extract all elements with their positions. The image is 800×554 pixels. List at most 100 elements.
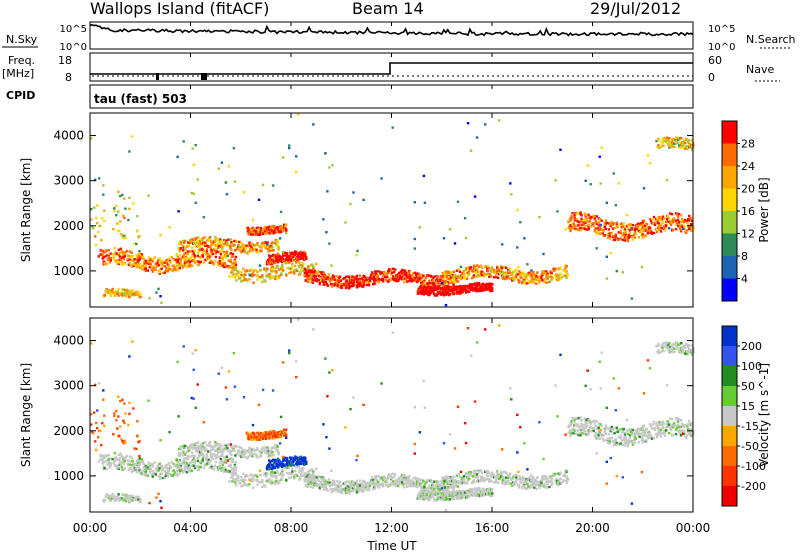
power-cell [151, 258, 154, 261]
power-cell [395, 274, 398, 277]
power-cell [637, 227, 641, 230]
power-cell [675, 139, 678, 142]
power-cell [380, 271, 384, 274]
velocity-cell [166, 471, 169, 474]
power-cell [224, 181, 228, 184]
power-cell [382, 273, 385, 277]
power-cell [107, 249, 110, 252]
velocity-cell [337, 482, 341, 485]
power-cell [151, 270, 154, 273]
power-cell [221, 256, 225, 260]
power-cell [282, 259, 285, 263]
power-cell [559, 272, 562, 275]
power-cell [192, 238, 195, 241]
velocity-cell [340, 491, 344, 495]
power-cell [480, 285, 484, 289]
power-cell [299, 255, 302, 259]
velocity-cell [251, 438, 255, 441]
power-cell [261, 276, 264, 279]
velocity-cell [370, 482, 374, 485]
velocity-cell [351, 487, 355, 490]
power-cell [600, 228, 603, 231]
power-cell [135, 265, 138, 269]
power-cell [345, 279, 349, 282]
power-cell [374, 270, 378, 273]
velocity-cell [248, 446, 251, 449]
velocity-cell [294, 469, 297, 473]
power-cell [573, 216, 576, 219]
velocity-cell [186, 457, 190, 460]
power-cell [240, 241, 243, 244]
power-colorbar-label: Power [dB] [757, 177, 771, 242]
power-cell [476, 270, 480, 273]
power-cell [391, 126, 394, 129]
power-cell [231, 255, 235, 258]
velocity-cell [130, 470, 133, 473]
velocity-cell [382, 478, 385, 482]
power-cell [377, 278, 381, 281]
velocity-cell [242, 479, 245, 483]
velocity-cell [181, 462, 185, 465]
power-cell [193, 261, 197, 265]
velocity-cell [308, 474, 311, 477]
colorbar-tick-label: 8 [741, 250, 748, 263]
power-cell [167, 264, 170, 267]
power-cell [545, 270, 548, 273]
velocity-cell [183, 464, 187, 467]
power-cell [449, 286, 453, 289]
power-cell [430, 282, 433, 285]
power-cell [229, 260, 233, 263]
velocity-cell [119, 452, 122, 456]
velocity-cell [284, 467, 287, 470]
velocity-cell [301, 471, 304, 474]
velocity-cell [339, 484, 343, 487]
power-cell [250, 268, 253, 271]
velocity-cell [275, 462, 279, 466]
velocity-cell [423, 486, 426, 489]
velocity-cell [165, 463, 168, 467]
power-cell [490, 285, 493, 288]
power-cell [685, 231, 688, 235]
power-cell [105, 262, 108, 266]
power-cell [115, 252, 118, 255]
power-cell [301, 264, 304, 267]
power-cell [426, 282, 429, 285]
power-cell [408, 279, 411, 282]
velocity-cell [433, 487, 436, 491]
power-cell [243, 244, 246, 247]
power-cell [410, 276, 413, 280]
velocity-cell [218, 455, 222, 459]
power-cell [686, 147, 689, 151]
velocity-cell [268, 460, 272, 464]
power-cell [304, 278, 307, 282]
power-cell [489, 273, 492, 276]
velocity-cell [269, 482, 272, 485]
power-cell [668, 137, 671, 140]
velocity-cell [154, 473, 157, 476]
power-cell [96, 204, 99, 207]
velocity-cell [250, 451, 253, 454]
power-cell [432, 292, 436, 295]
power-cell [623, 239, 627, 242]
power-cell [567, 226, 570, 230]
power-cell [127, 289, 130, 293]
power-cell [655, 228, 659, 231]
power-cell [463, 217, 467, 220]
power-cell [473, 282, 477, 285]
power-cell [584, 179, 587, 182]
power-cell [347, 275, 351, 278]
power-cell [159, 295, 162, 298]
power-cell [133, 258, 136, 261]
velocity-cell [218, 464, 222, 468]
freq-left-tick-bottom: 8 [65, 71, 72, 84]
velocity-cell [203, 448, 206, 451]
velocity-cell [261, 479, 264, 482]
velocity-cell [310, 482, 313, 485]
power-cell [161, 264, 164, 267]
velocity-cell [315, 476, 318, 479]
velocity-cell [214, 440, 217, 444]
power-cell [193, 249, 197, 253]
power-cell [370, 271, 374, 274]
velocity-cell [148, 471, 151, 474]
power-cell [118, 255, 121, 258]
